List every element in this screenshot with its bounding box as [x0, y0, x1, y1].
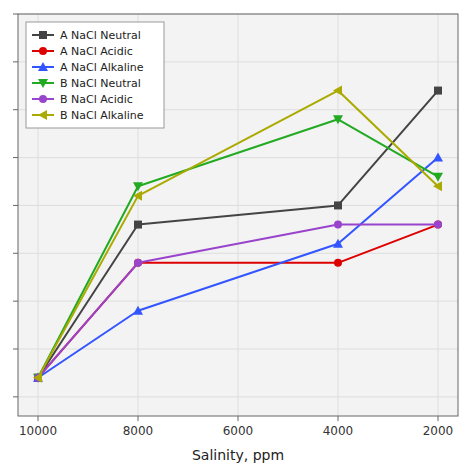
legend-marker: [38, 79, 48, 88]
point: [134, 221, 142, 229]
grid-line: [18, 349, 458, 350]
point: [334, 259, 342, 267]
point: [334, 221, 342, 229]
tick-mark: [238, 416, 239, 421]
point: [33, 374, 43, 383]
tick-mark: [13, 157, 18, 158]
point: [434, 87, 442, 95]
point: [34, 374, 42, 382]
point: [333, 86, 342, 96]
series: [34, 87, 442, 382]
tick-label: 6000: [223, 424, 254, 438]
tick-mark: [438, 416, 439, 421]
tick-label: 4000: [323, 424, 354, 438]
point: [434, 221, 442, 229]
point: [33, 373, 43, 382]
point: [333, 115, 343, 124]
series: [33, 86, 442, 383]
tick-mark: [13, 61, 18, 62]
series: [33, 153, 443, 382]
point: [134, 259, 142, 267]
legend-marker: [38, 110, 47, 120]
point: [433, 181, 442, 191]
legend-box: [26, 22, 164, 128]
point: [134, 259, 142, 267]
legend: A NaCl Neutral A NaCl Acidic A NaCl Alkali…: [26, 22, 164, 128]
series: [34, 221, 442, 382]
legend-label: B NaCl Neutral: [60, 77, 141, 90]
tick-label: 8000: [123, 424, 154, 438]
series: [34, 221, 442, 382]
series: [33, 115, 443, 382]
grid-line: [18, 301, 458, 302]
tick-mark: [13, 253, 18, 254]
point: [433, 173, 443, 182]
legend-marker: [38, 62, 48, 71]
legend-label: B NaCl Alkaline: [60, 109, 144, 122]
x-axis-label: Salinity, ppm: [192, 447, 284, 463]
line: [38, 91, 438, 378]
tick-mark: [338, 416, 339, 421]
legend-label: A NaCl Alkaline: [60, 61, 144, 74]
grid-line: [438, 14, 439, 416]
point: [334, 201, 342, 209]
tick-mark: [13, 109, 18, 110]
point: [433, 153, 443, 162]
legend-marker: [39, 31, 47, 39]
point: [434, 221, 442, 229]
legend-label: A NaCl Neutral: [60, 29, 141, 42]
tick-mark: [13, 205, 18, 206]
legend-marker: [39, 47, 47, 55]
point: [34, 374, 42, 382]
point: [33, 373, 42, 383]
legend-marker: [39, 95, 47, 103]
legend-label: B NaCl Acidic: [60, 93, 133, 106]
point: [133, 306, 143, 315]
tick-mark: [13, 14, 18, 15]
grid-line: [18, 157, 458, 158]
tick-mark: [13, 396, 18, 397]
line: [38, 225, 438, 378]
tick-label: 2000: [423, 424, 454, 438]
point: [333, 239, 343, 248]
grid-line: [18, 396, 458, 397]
point: [34, 374, 42, 382]
point: [133, 182, 143, 191]
grid-line: [18, 205, 458, 206]
chart: 10000 8000 6000 4000 2000 Salinity, ppm A NaCl…: [0, 0, 474, 474]
tick-mark: [13, 301, 18, 302]
tick-mark: [38, 416, 39, 421]
data: [33, 86, 443, 383]
grid-line: [338, 14, 339, 416]
line: [38, 91, 438, 378]
plot-frame: [18, 14, 458, 416]
tick-label: 10000: [19, 424, 57, 438]
plot-area: [18, 14, 458, 416]
tick-mark: [13, 349, 18, 350]
grid: [18, 14, 458, 416]
line: [38, 225, 438, 378]
point: [133, 191, 142, 201]
tick-mark: [138, 416, 139, 421]
legend-label: A NaCl Acidic: [60, 45, 133, 58]
grid-line: [18, 253, 458, 254]
line: [38, 119, 438, 377]
